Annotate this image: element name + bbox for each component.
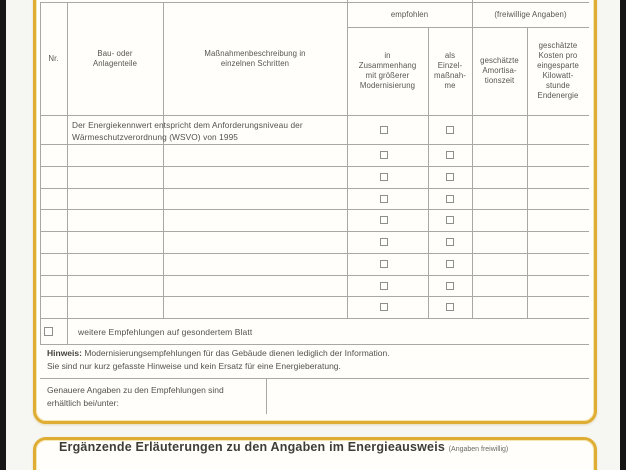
checkbox-modernisierung-row-9[interactable] <box>380 303 388 311</box>
checkbox-weitere-empfehlungen[interactable] <box>44 327 53 336</box>
grid-line <box>40 209 589 210</box>
ergaenzende-title-suffix: (Angaben freiwillig) <box>448 446 509 453</box>
grid-line <box>40 188 589 189</box>
hinweis-text: Hinweis: Modernisierungsempfehlungen für… <box>47 347 577 373</box>
col-header-nr: Nr. <box>48 53 59 63</box>
ergaenzende-title-text: Ergänzende Erläuterungen zu den Angaben … <box>59 440 446 454</box>
checkbox-einzelmassnahme-row-4[interactable] <box>446 194 454 203</box>
checkbox-modernisierung-row-1[interactable] <box>380 125 388 134</box>
group-header-empfohlen: empfohlen <box>390 9 429 19</box>
checkbox-einzelmassnahme-row-2[interactable] <box>446 151 454 159</box>
weitere-empfehlungen-label: weitere Empfehlungen auf gesondertem Bla… <box>78 327 253 337</box>
grid-line <box>40 115 589 116</box>
hinweis-body: Modernisierungsempfehlungen für das Gebä… <box>47 348 390 372</box>
ergaenzende-erlaeuterungen-box <box>33 437 597 470</box>
col-header-massnahmen: Maßnahmenbeschreibung in einzelnen Schri… <box>204 48 306 68</box>
photo-edge-right <box>620 0 626 470</box>
grid-line <box>40 231 589 232</box>
checkbox-einzelmassnahme-row-1[interactable] <box>446 125 454 134</box>
grid-line <box>40 275 589 276</box>
checkbox-einzelmassnahme-row-3[interactable] <box>446 173 454 181</box>
checkbox-modernisierung-row-5[interactable] <box>380 216 388 224</box>
col-header-einzelmassnahme: als Einzel- maßnah- me <box>434 51 466 90</box>
grid-line <box>40 166 589 167</box>
grid-line <box>40 344 589 345</box>
grid-line <box>40 318 589 319</box>
grid-line <box>163 2 164 318</box>
checkbox-modernisierung-row-3[interactable] <box>380 173 388 181</box>
grid-line <box>40 253 589 254</box>
checkbox-einzelmassnahme-row-5[interactable] <box>446 216 454 224</box>
grid-line <box>40 2 589 3</box>
checkbox-modernisierung-row-4[interactable] <box>380 194 388 203</box>
modernisierungsempfehlungen-box <box>33 0 597 424</box>
massnahme-description-row-1: Der Energiekennwert entspricht dem Anfor… <box>72 120 303 143</box>
grid-line <box>40 144 589 145</box>
col-header-zusammenhang-modernisierung: in Zusammenhang mit größerer Modernisier… <box>358 51 417 90</box>
grid-line <box>347 0 348 318</box>
grid-line <box>472 0 473 318</box>
checkbox-modernisierung-row-2[interactable] <box>380 151 388 159</box>
grid-line <box>428 27 429 318</box>
checkbox-modernisierung-row-7[interactable] <box>380 260 388 268</box>
grid-line <box>40 2 41 344</box>
grid-line <box>347 27 589 28</box>
checkbox-einzelmassnahme-row-6[interactable] <box>446 238 454 246</box>
checkbox-einzelmassnahme-row-9[interactable] <box>446 303 454 311</box>
col-header-kosten-kilowattstunde: geschätzte Kosten pro eingesparte Kilowa… <box>537 41 579 100</box>
genauere-angaben-input-area[interactable] <box>266 379 566 414</box>
checkbox-modernisierung-row-6[interactable] <box>380 238 388 246</box>
grid-line <box>67 2 68 344</box>
grid-line <box>527 27 528 318</box>
grid-line <box>40 296 589 297</box>
hinweis-label: Hinweis: <box>47 348 82 358</box>
group-header-freiwillige-angaben: (freiwillige Angaben) <box>494 9 567 19</box>
checkbox-modernisierung-row-8[interactable] <box>380 281 388 290</box>
photo-edge-left <box>0 0 6 470</box>
checkbox-einzelmassnahme-row-7[interactable] <box>446 260 454 268</box>
grid-line <box>40 378 589 379</box>
genauere-angaben-label: Genauere Angaben zu den Empfehlungen sin… <box>47 385 224 408</box>
checkbox-einzelmassnahme-row-8[interactable] <box>446 281 454 290</box>
col-header-bauteile: Bau- oder Anlagenteile <box>92 48 138 68</box>
grid-line <box>266 378 267 414</box>
col-header-amortisationszeit: geschätzte Amortisa- tionszeit <box>480 56 519 85</box>
ergaenzende-section-title: Ergänzende Erläuterungen zu den Angaben … <box>59 440 508 454</box>
